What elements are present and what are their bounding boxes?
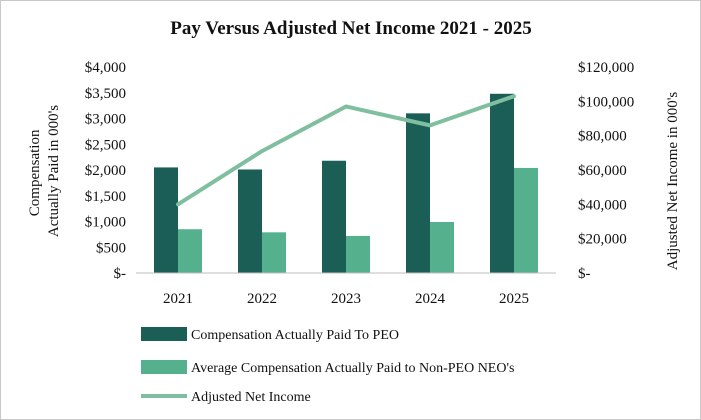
- right-tick-label: $40,000: [578, 197, 627, 213]
- right-tick-label: $100,000: [578, 94, 634, 110]
- left-tick-label: $1,500: [85, 189, 126, 205]
- x-tick-label: 2023: [331, 291, 361, 307]
- left-axis-ticks: $- $500 $1,000 $1,500 $2,000 $2,500 $3,000 $3,5…: [85, 60, 126, 282]
- line-layer: [176, 94, 516, 207]
- left-tick-label: $3,000: [85, 112, 126, 128]
- x-tick-label: 2022: [247, 291, 277, 307]
- bars: [154, 93, 538, 273]
- bar-peo-compensation: [154, 167, 178, 273]
- left-axis-label-line-1: Compensation: [27, 129, 43, 216]
- left-tick-label: $500: [96, 240, 126, 256]
- right-tick-label: $20,000: [578, 232, 627, 248]
- legend-swatch: [141, 327, 187, 341]
- bar-neo-average-compensation: [346, 235, 370, 273]
- legend-label: Adjusted Net Income: [191, 390, 311, 405]
- bar-peo-compensation: [238, 169, 262, 273]
- bar-neo-average-compensation: [430, 222, 454, 273]
- bar-peo-compensation: [406, 113, 430, 273]
- x-axis-ticks: 2021 2022 2023 2024 2025: [163, 291, 529, 307]
- left-tick-label: $-: [114, 266, 127, 282]
- bar-peo-compensation: [322, 160, 346, 273]
- left-tick-label: $2,000: [85, 163, 126, 179]
- bar-neo-average-compensation: [178, 229, 202, 273]
- right-axis-ticks: $- $20,000 $40,000 $60,000 $80,000 $100,000 $1…: [578, 60, 634, 282]
- x-tick-label: 2021: [163, 291, 193, 307]
- bar-peo-compensation: [490, 93, 514, 273]
- legend-label: Compensation Actually Paid To PEO: [191, 328, 399, 343]
- left-tick-label: $2,500: [85, 137, 126, 153]
- legend: Compensation Actually Paid To PEO Average…: [141, 327, 514, 405]
- right-tick-label: $80,000: [578, 129, 627, 145]
- chart-title: Pay Versus Adjusted Net Income 2021 - 20…: [170, 18, 532, 39]
- legend-label: Average Compensation Actually Paid to No…: [191, 361, 514, 376]
- left-tick-label: $3,500: [85, 86, 126, 102]
- right-tick-label: $120,000: [578, 60, 634, 76]
- left-axis-label-line-2: Actually Paid in 000's: [46, 105, 62, 237]
- right-tick-label: $-: [578, 266, 591, 282]
- adjusted-net-income-line: [176, 94, 516, 207]
- x-tick-label: 2024: [415, 291, 446, 307]
- bar-neo-average-compensation: [514, 167, 538, 273]
- right-tick-label: $60,000: [578, 163, 627, 179]
- left-tick-label: $4,000: [85, 60, 126, 76]
- left-axis-label: Compensation Actually Paid in 000's: [27, 105, 62, 237]
- x-tick-label: 2025: [499, 291, 529, 307]
- bar-neo-average-compensation: [262, 232, 286, 273]
- right-axis-label: Adjusted Net Income in 000's: [665, 92, 681, 271]
- legend-swatch: [141, 360, 187, 374]
- left-tick-label: $1,000: [85, 215, 126, 231]
